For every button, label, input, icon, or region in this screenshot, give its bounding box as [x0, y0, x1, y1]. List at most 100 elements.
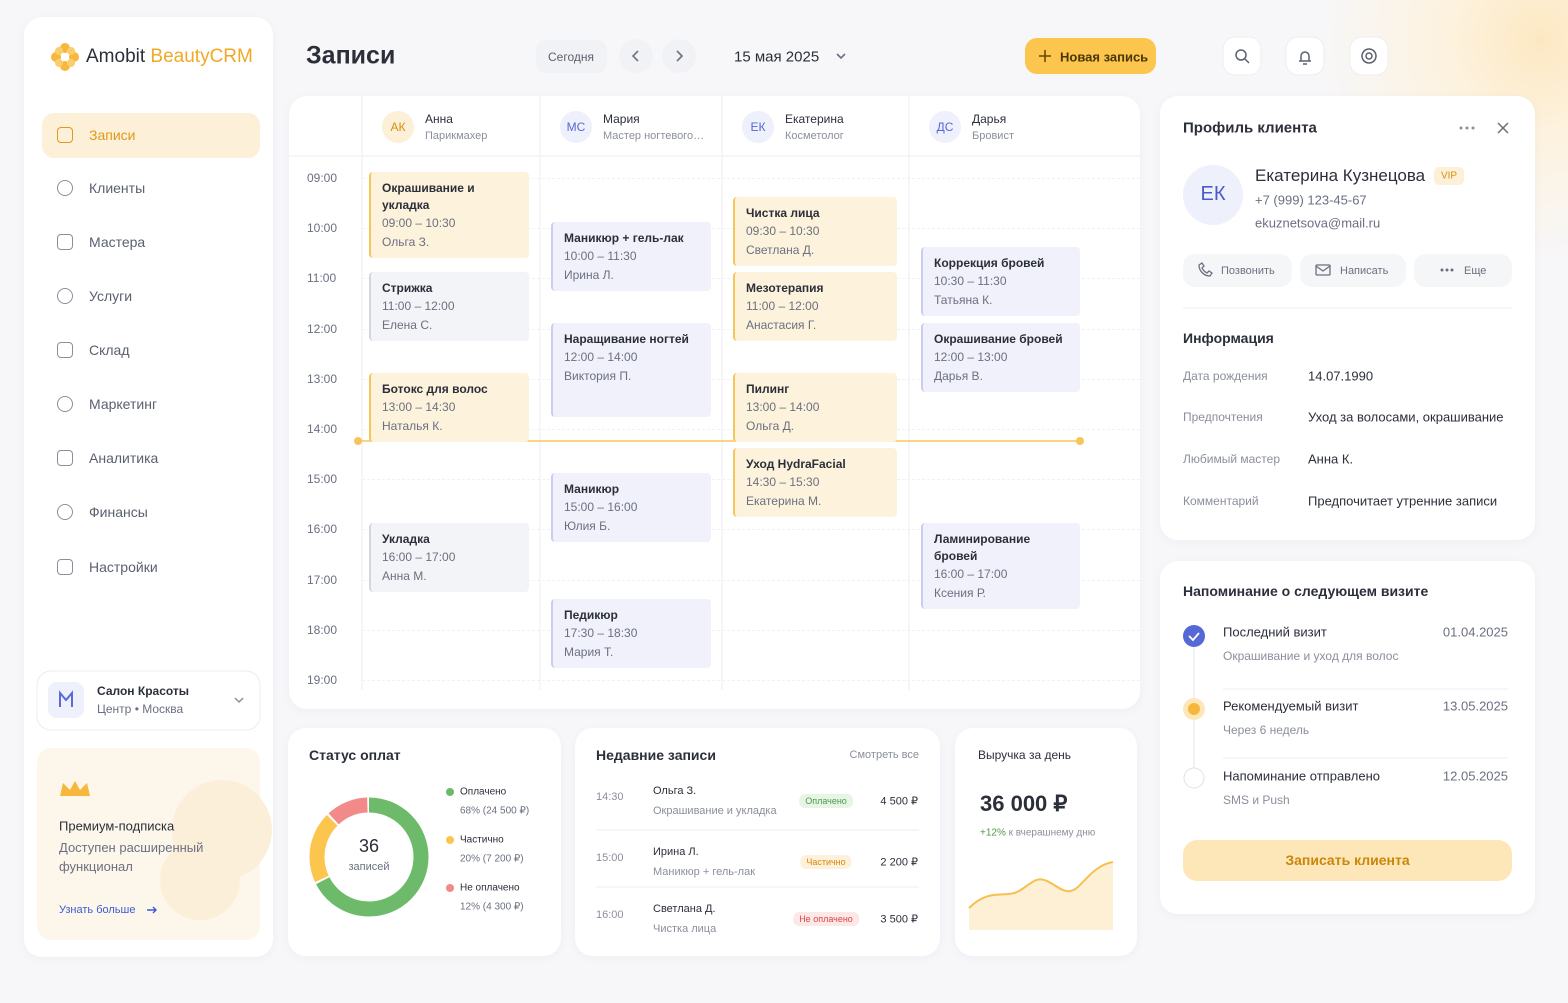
promo-text: Доступен расширенный функционал [59, 840, 204, 874]
appointment[interactable]: Ботокс для волос 13:00 – 14:30 Наталья К. [369, 372, 529, 443]
appointment-client: Мария Т. [564, 644, 614, 659]
donut-segment [309, 797, 429, 917]
profile-action[interactable]: Написать [1340, 265, 1389, 277]
hour-line [362, 629, 1140, 631]
brand-name: Amobit [86, 46, 146, 67]
nav-label[interactable]: Склад [89, 342, 130, 358]
appointment-time: 14:30 – 15:30 [746, 475, 820, 490]
nav-label[interactable]: Мастера [89, 234, 146, 250]
promo-title: Премиум-подписка [59, 818, 175, 834]
legend-name: Оплачено [460, 786, 507, 798]
salon-city: Москва [142, 702, 184, 716]
master-avatar: ЕК [742, 111, 774, 143]
nav-label[interactable]: Клиенты [89, 180, 146, 196]
appointment[interactable]: Ламинирование бровей 16:00 – 17:00 Ксения … [921, 523, 1080, 610]
donut-chart [309, 797, 429, 917]
master-role: Бровист [972, 130, 1014, 142]
legend-value: 68% (24 500 ₽) [460, 805, 530, 817]
nav-item[interactable] [42, 274, 260, 319]
nav-item[interactable] [42, 166, 260, 211]
appointment-service: Наращивание ногтей [564, 331, 689, 346]
nav-icon [57, 234, 73, 250]
nav-item[interactable] [42, 490, 260, 535]
recent-amount: 3 500 ₽ [880, 913, 918, 926]
logo-icon [51, 43, 79, 71]
appointment-client: Анастасия Г. [746, 318, 817, 333]
nav-label[interactable]: Настройки [89, 559, 158, 575]
date[interactable]: 15 мая 2025 [734, 48, 820, 66]
recent-card [575, 728, 940, 956]
appointment[interactable]: Чистка лица 09:30 – 10:30 Светлана Д. [733, 197, 897, 267]
nav-label[interactable]: Маркетинг [89, 396, 158, 412]
nav-icon [57, 504, 73, 520]
step-title: Напоминание отправлено [1223, 768, 1381, 784]
nav-icon [57, 450, 73, 466]
step-title: Рекомендуемый визит [1223, 698, 1359, 714]
appointment-client: Ольга Д. [746, 418, 795, 433]
appointment-time: 16:00 – 17:00 [934, 567, 1008, 582]
appointment[interactable]: Маникюр 15:00 – 16:00 Юлия Б. [551, 473, 711, 543]
info-value: 14.07.1990 [1308, 368, 1374, 384]
nav-label[interactable]: Записи [89, 127, 136, 143]
appointment[interactable]: Окрашивание бровей 12:00 – 13:00 Дарья В. [921, 322, 1080, 392]
appointment[interactable]: Мезотерапия 11:00 – 12:00 Анастасия Г. [733, 272, 897, 342]
brand-accent: BeautyCRM [150, 46, 253, 67]
info-value: Уход за волосами, окрашивание [1308, 409, 1504, 425]
master-avatar: ДС [929, 111, 961, 143]
profile-action[interactable]: Еще [1464, 265, 1487, 277]
appointment-time: 10:30 – 11:30 [934, 274, 1007, 289]
appointment[interactable]: Укладка 16:00 – 17:00 Анна М. [369, 523, 529, 593]
master-name: Мария [603, 112, 640, 126]
new-button[interactable]: Новая запись [1060, 49, 1149, 65]
appointment[interactable]: Педикюр 17:30 – 18:30 Мария Т. [551, 598, 711, 668]
step-date: 01.04.2025 [1442, 624, 1508, 640]
appointment-service: Чистка лица [746, 206, 820, 221]
revenue-title: Выручка за день [978, 748, 1072, 762]
step-sub: Через 6 недель [1223, 723, 1310, 737]
step-title: Последний визит [1223, 624, 1327, 640]
appointment[interactable]: Наращивание ногтей 12:00 – 14:00 Виктория … [551, 322, 711, 417]
nav-label[interactable]: Услуги [89, 288, 133, 304]
profile-initials: ЕК [1200, 183, 1226, 205]
nav-icon [57, 180, 73, 196]
appointment-client: Анна М. [382, 569, 427, 584]
nav-item[interactable] [42, 113, 260, 158]
appointment-service: Маникюр + гель-лак [564, 231, 684, 246]
hour-line [362, 680, 1140, 681]
nav-label[interactable]: Аналитика [89, 450, 159, 466]
hour-line [362, 178, 1140, 179]
profile-name: Екатерина Кузнецова [1255, 166, 1426, 185]
recent-client: Ирина Л. [653, 846, 699, 858]
nav-icon [57, 288, 73, 304]
today-button[interactable]: Сегодня [548, 50, 594, 64]
legend-dot [446, 788, 454, 796]
appointment[interactable]: Маникюр + гель-лак 10:00 – 11:30 Ирина Л. [551, 222, 711, 292]
recent-service: Чистка лица [653, 923, 717, 935]
nav-item[interactable] [42, 328, 260, 373]
nav-item[interactable] [42, 220, 260, 265]
hour-label: 13:00 [307, 371, 338, 386]
appointment-client: Ольга З. [382, 235, 430, 249]
promo-link[interactable]: Узнать больше [59, 904, 136, 916]
profile-action[interactable]: Позвонить [1221, 265, 1275, 277]
appointment-client: Юлия Б. [564, 519, 611, 534]
info-title: Информация [1183, 330, 1274, 346]
appointment-client: Ирина Л. [564, 268, 614, 283]
salon-area: Центр [97, 702, 132, 716]
appointment-service: Педикюр [564, 607, 618, 622]
book-button[interactable]: Записать клиента [1285, 852, 1410, 868]
appointment-client: Татьяна К. [934, 293, 993, 308]
nav-icon [57, 127, 73, 143]
revenue-amount: 36 000 ₽ [980, 791, 1068, 816]
appointment[interactable]: Окрашивание и укладка 09:00 – 10:30 Ольга … [369, 172, 529, 258]
appointment[interactable]: Стрижка 11:00 – 12:00 Елена С. [369, 272, 529, 342]
donut-segment [309, 797, 429, 917]
donut-total-label: записей [348, 861, 390, 873]
appointment-service: Стрижка [382, 281, 433, 296]
legend-name: Частично [460, 834, 504, 846]
appointment[interactable]: Коррекция бровей 10:30 – 11:30 Татьяна К. [921, 247, 1080, 317]
appointment-service: Маникюр [564, 482, 620, 497]
appointment[interactable]: Пилинг 13:00 – 14:00 Ольга Д. [733, 372, 897, 442]
appointment[interactable]: Уход HydraFacial 14:30 – 15:30 Екатерина М… [733, 448, 897, 518]
nav-label[interactable]: Финансы [89, 504, 148, 520]
